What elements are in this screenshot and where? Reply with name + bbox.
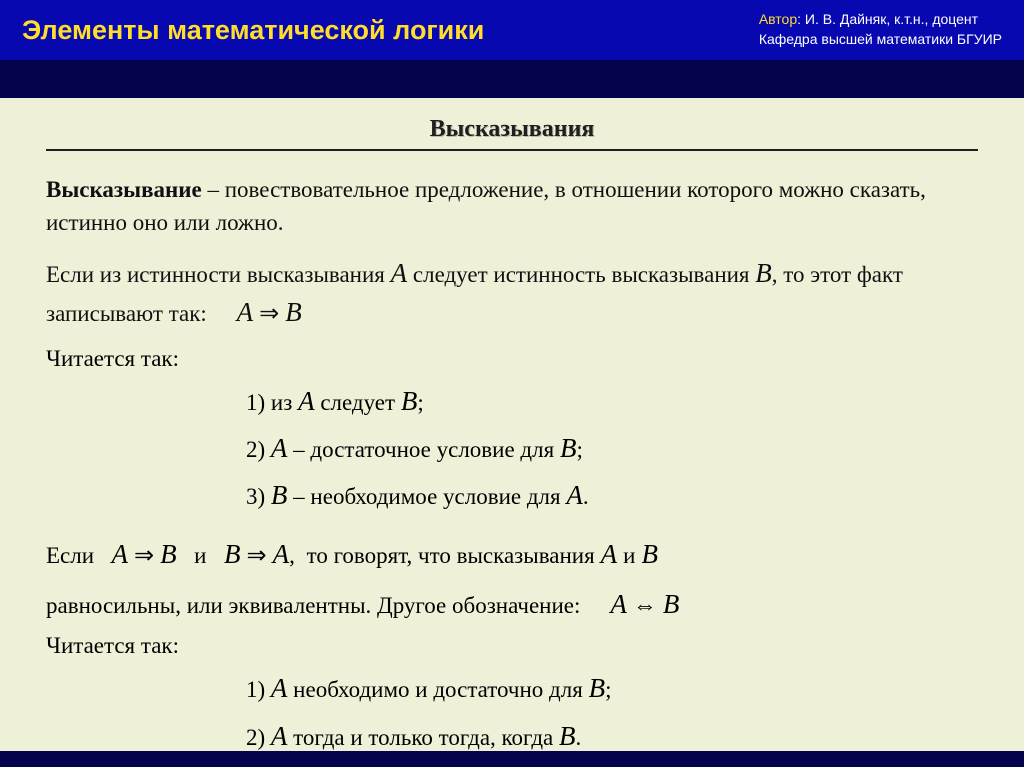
list-item: 1) из A следует B; — [246, 378, 978, 425]
impl-mid1: следует истинность высказывания — [407, 262, 755, 287]
formula-B: B — [285, 297, 302, 327]
left-right-double-arrow-icon: ⇔ — [627, 593, 663, 619]
nav-strip — [0, 60, 1024, 98]
text: 1) из — [246, 390, 298, 415]
var-A: A — [298, 386, 315, 416]
equivalence-intro-line1: Если A ⇒ B и B ⇒ A, то говорят, что выск… — [46, 534, 978, 576]
var-A: A — [273, 539, 290, 569]
var-A: A — [271, 721, 288, 751]
definition-dash: – — [202, 177, 225, 202]
equiv-formula: A ⇔ B — [610, 584, 679, 626]
text: равносильны, или эквивалентны. Другое об… — [46, 588, 580, 624]
var-B: B — [641, 534, 658, 576]
formula-a-imp-b: A ⇒ B — [100, 534, 188, 576]
var-A: A — [271, 433, 288, 463]
right-double-arrow-icon: ⇒ — [240, 543, 272, 569]
formula-A: A — [237, 297, 254, 327]
right-double-arrow-icon: ⇒ — [253, 301, 285, 327]
implication-intro: Если из истинности высказывания A следуе… — [46, 254, 978, 332]
var-B: B — [663, 589, 680, 619]
text: и — [623, 538, 635, 574]
var-A: A — [112, 539, 129, 569]
var-A: A — [391, 258, 408, 288]
slide-footer-bar — [0, 751, 1024, 767]
text: 1) — [246, 677, 271, 702]
text: – достаточное условие для — [287, 437, 560, 462]
implication-formula: A ⇒ B — [237, 301, 302, 326]
var-B: B — [224, 539, 241, 569]
author-label: Автор — [759, 11, 797, 27]
text: ; — [605, 677, 611, 702]
slide-header: Элементы математической логики Автор: И.… — [0, 0, 1024, 60]
var-A: A — [601, 534, 618, 576]
text: 2) — [246, 437, 271, 462]
reads-label-2: Читается так: — [46, 633, 978, 659]
list-item: 3) B – необходимое условие для A. — [246, 472, 978, 519]
reads-list-1: 1) из A следует B; 2) A – достаточное ус… — [246, 378, 978, 520]
text: . — [576, 725, 582, 750]
author-value: : И. В. Дайняк, к.т.н., доцент — [797, 11, 978, 27]
text: 2) — [246, 725, 271, 750]
var-A: A — [610, 589, 627, 619]
list-item: 2) A – достаточное условие для B; — [246, 425, 978, 472]
comma: , — [289, 543, 295, 568]
var-B: B — [589, 673, 606, 703]
text: ; — [417, 390, 423, 415]
right-double-arrow-icon: ⇒ — [128, 543, 160, 569]
text: . — [583, 484, 589, 509]
var-B: B — [755, 258, 772, 288]
equivalence-intro-line2: равносильны, или эквивалентны. Другое об… — [46, 584, 978, 626]
definition-paragraph: Высказывание – повествовательное предлож… — [46, 173, 978, 240]
text: и — [194, 538, 206, 574]
list-item: 1) A необходимо и достаточно для B; — [246, 665, 978, 712]
text: следует — [315, 390, 401, 415]
var-B: B — [560, 433, 577, 463]
text: тогда и только тогда, когда — [287, 725, 559, 750]
var-A: A — [566, 480, 583, 510]
impl-pre: Если из истинности высказывания — [46, 262, 391, 287]
reads-label-1: Читается так: — [46, 346, 978, 372]
text: ; — [576, 437, 582, 462]
var-B: B — [271, 480, 288, 510]
section-rule — [46, 149, 978, 151]
definition-term: Высказывание — [46, 177, 202, 202]
var-B: B — [401, 386, 418, 416]
var-B: B — [559, 721, 576, 751]
text: – необходимое условие для — [287, 484, 566, 509]
var-B: B — [160, 539, 177, 569]
reads-list-2: 1) A необходимо и достаточно для B; 2) A… — [246, 665, 978, 760]
text: необходимо и достаточно для — [287, 677, 588, 702]
slide-title: Элементы математической логики — [22, 15, 484, 46]
department: Кафедра высшей математики БГУИР — [759, 30, 1002, 50]
formula-b-imp-a: B ⇒ A, — [212, 534, 300, 576]
var-A: A — [271, 673, 288, 703]
section-subtitle: Высказывания — [46, 116, 978, 143]
text: Если — [46, 538, 94, 574]
slide-author-block: Автор: И. В. Дайняк, к.т.н., доцент Кафе… — [759, 10, 1002, 49]
text: 3) — [246, 484, 271, 509]
text: то говорят, что высказывания — [307, 538, 595, 574]
spacer — [46, 520, 978, 534]
slide-body: Высказывания Высказывание – повествовате… — [0, 98, 1024, 760]
